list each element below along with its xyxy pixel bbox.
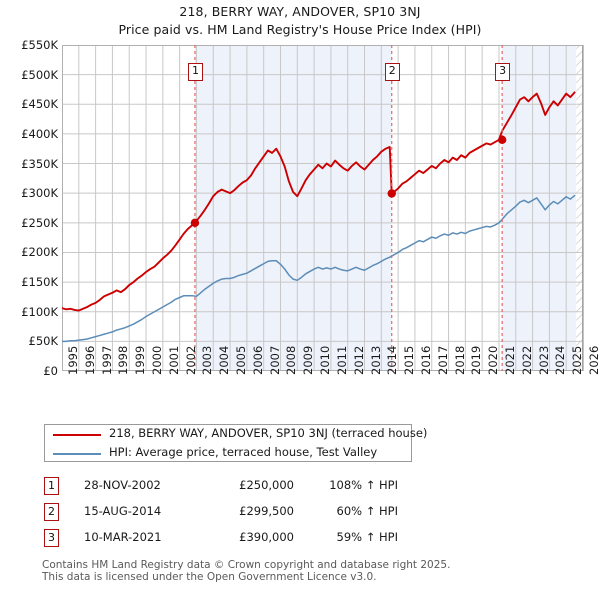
legend-item-hpi: HPI: Average price, terraced house, Test… bbox=[45, 444, 411, 463]
x-axis-label-2026: 2026 bbox=[587, 345, 600, 375]
x-axis-label-2020: 2020 bbox=[486, 345, 501, 375]
transaction-marker-3: 3 bbox=[44, 529, 59, 547]
x-axis-label-2001: 2001 bbox=[166, 345, 181, 375]
x-axis-label-2002: 2002 bbox=[183, 345, 198, 375]
transaction-row-2[interactable]: 2 15-AUG-2014 £299,500 60% ↑ HPI bbox=[44, 503, 464, 529]
x-axis-label-2017: 2017 bbox=[435, 345, 450, 375]
transaction-date-1: 28-NOV-2002 bbox=[84, 478, 161, 492]
chart-marker-3[interactable]: 3 bbox=[495, 63, 511, 81]
y-axis-label-4: £200K bbox=[21, 245, 58, 260]
transaction-hpi-change-3: 59% ↑ HPI bbox=[336, 530, 398, 544]
x-axis-label-2000: 2000 bbox=[150, 345, 165, 375]
transaction-row-3[interactable]: 3 10-MAR-2021 £390,000 59% ↑ HPI bbox=[44, 529, 464, 555]
transaction-date-2: 15-AUG-2014 bbox=[84, 504, 162, 518]
page-subtitle: Price paid vs. HM Land Registry's House … bbox=[118, 22, 482, 37]
x-axis-label-2024: 2024 bbox=[553, 345, 568, 375]
legend-item-price: 218, BERRY WAY, ANDOVER, SP10 3NJ (terra… bbox=[45, 425, 427, 444]
x-axis-label-2025: 2025 bbox=[570, 345, 585, 375]
y-axis-label-3: £150K bbox=[21, 275, 58, 290]
chart-marker-2[interactable]: 2 bbox=[384, 63, 400, 81]
x-axis-label-2012: 2012 bbox=[351, 345, 366, 375]
price-history-chart bbox=[62, 45, 584, 371]
x-axis-label-2003: 2003 bbox=[200, 345, 215, 375]
y-axis-label-11: £550K bbox=[21, 38, 58, 52]
x-axis-label-2022: 2022 bbox=[519, 345, 534, 375]
y-axis-label-6: £300K bbox=[21, 186, 58, 201]
y-axis-label-7: £350K bbox=[21, 156, 58, 171]
transaction-price-1: £250,000 bbox=[239, 478, 294, 492]
x-axis-label-2013: 2013 bbox=[368, 345, 383, 375]
legend-swatch-hpi bbox=[53, 453, 101, 455]
x-axis-label-1995: 1995 bbox=[66, 345, 80, 375]
plot-area bbox=[62, 45, 600, 371]
legend-swatch-price bbox=[53, 434, 101, 436]
x-axis-label-2015: 2015 bbox=[402, 345, 417, 375]
transaction-price-3: £390,000 bbox=[239, 530, 294, 544]
x-axis-label-2019: 2019 bbox=[469, 345, 484, 375]
transaction-price-2: £299,500 bbox=[239, 504, 294, 518]
x-axis-label-2008: 2008 bbox=[284, 345, 299, 375]
y-axis-label-5: £250K bbox=[21, 215, 58, 230]
x-axis-label-2011: 2011 bbox=[334, 345, 349, 375]
transaction-marker-2: 2 bbox=[44, 503, 59, 521]
legend-label-price: 218, BERRY WAY, ANDOVER, SP10 3NJ (terra… bbox=[109, 426, 428, 440]
page-title: 218, BERRY WAY, ANDOVER, SP10 3NJ bbox=[179, 4, 421, 19]
transaction-hpi-change-1: 108% ↑ HPI bbox=[329, 478, 398, 492]
chart-legend: 218, BERRY WAY, ANDOVER, SP10 3NJ (terra… bbox=[44, 424, 427, 463]
y-axis-label-2: £100K bbox=[21, 304, 58, 319]
x-axis-label-1998: 1998 bbox=[116, 345, 131, 375]
y-axis-label-8: £400K bbox=[21, 126, 58, 141]
x-axis-label-2004: 2004 bbox=[217, 345, 232, 375]
chart-marker-1[interactable]: 1 bbox=[187, 63, 203, 81]
y-axis-tick-labels: £0 £50K £100K £150K £200K £250K £300K £350K £400… bbox=[0, 0, 58, 590]
x-axis-label-2005: 2005 bbox=[234, 345, 249, 375]
legend-label-hpi: HPI: Average price, terraced house, Test… bbox=[109, 445, 378, 459]
x-axis-label-2018: 2018 bbox=[452, 345, 467, 375]
x-axis-label-2014: 2014 bbox=[385, 345, 400, 375]
footer-licence: This data is licensed under the Open Gov… bbox=[42, 571, 377, 583]
x-axis-label-2010: 2010 bbox=[318, 345, 333, 375]
x-axis-label-1997: 1997 bbox=[99, 345, 114, 375]
x-axis-label-1996: 1996 bbox=[82, 345, 97, 375]
y-axis-label-10: £500K bbox=[21, 67, 58, 82]
y-axis-label-1: £50K bbox=[28, 334, 59, 349]
transaction-row-1[interactable]: 1 28-NOV-2002 £250,000 108% ↑ HPI bbox=[44, 477, 464, 503]
x-axis-label-2007: 2007 bbox=[267, 345, 282, 375]
transaction-date-3: 10-MAR-2021 bbox=[84, 530, 162, 544]
x-axis-label-2006: 2006 bbox=[250, 345, 265, 375]
x-axis-label-2021: 2021 bbox=[502, 345, 517, 375]
y-axis-label-9: £450K bbox=[21, 97, 58, 112]
x-axis-label-2009: 2009 bbox=[301, 345, 316, 375]
transaction-hpi-change-2: 60% ↑ HPI bbox=[336, 504, 398, 518]
x-axis-label-1999: 1999 bbox=[133, 345, 148, 375]
x-axis-label-2023: 2023 bbox=[536, 345, 551, 375]
footer-copyright: Contains HM Land Registry data © Crown c… bbox=[42, 559, 451, 571]
transaction-marker-1: 1 bbox=[44, 477, 59, 495]
y-axis-label-0: £0 bbox=[43, 364, 58, 378]
x-axis-label-2016: 2016 bbox=[418, 345, 433, 375]
